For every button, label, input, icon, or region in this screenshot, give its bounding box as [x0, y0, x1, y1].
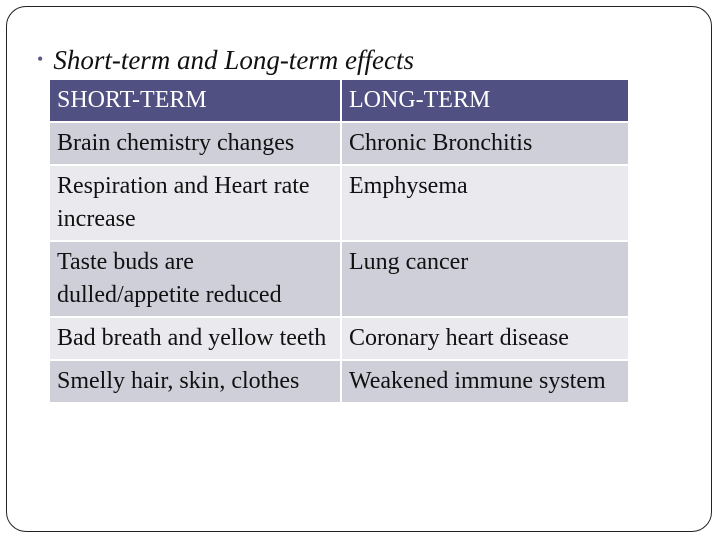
bullet-icon: •	[37, 49, 44, 69]
header-long-term: LONG-TERM	[340, 78, 630, 123]
table-row: Respiration and Heart rate increase Emph…	[48, 164, 630, 242]
short-term-cell: Brain chemistry changes	[48, 121, 342, 166]
short-term-cell: Bad breath and yellow teeth	[48, 316, 342, 361]
slide-bullet-text: Short-term and Long-term effects	[53, 45, 415, 75]
table-row: Taste buds are dulled/appetite reduced L…	[48, 240, 630, 318]
long-term-cell: Emphysema	[340, 164, 630, 242]
table-row: Bad breath and yellow teeth Coronary hea…	[48, 316, 630, 361]
header-short-term: SHORT-TERM	[48, 78, 342, 123]
slide-bullet: • Short-term and Long-term effects	[37, 45, 414, 76]
table-row: Smelly hair, skin, clothes Weakened immu…	[48, 359, 630, 404]
long-term-cell: Coronary heart disease	[340, 316, 630, 361]
short-term-cell: Smelly hair, skin, clothes	[48, 359, 342, 404]
short-term-cell: Taste buds are dulled/appetite reduced	[48, 240, 342, 318]
long-term-cell: Lung cancer	[340, 240, 630, 318]
short-term-cell: Respiration and Heart rate increase	[48, 164, 342, 242]
effects-table: SHORT-TERM LONG-TERM Brain chemistry cha…	[48, 78, 630, 404]
table-row: Brain chemistry changes Chronic Bronchit…	[48, 121, 630, 166]
long-term-cell: Chronic Bronchitis	[340, 121, 630, 166]
long-term-cell: Weakened immune system	[340, 359, 630, 404]
table-header-row: SHORT-TERM LONG-TERM	[48, 78, 630, 123]
